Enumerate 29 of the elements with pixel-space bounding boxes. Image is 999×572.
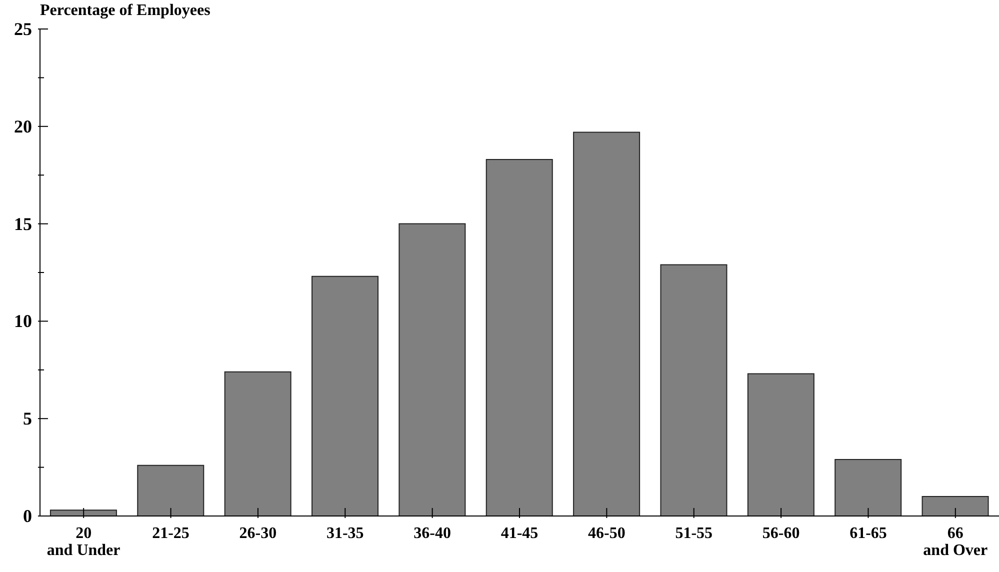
y-tick-label: 10	[14, 311, 32, 332]
x-tick-label: 61-65	[850, 525, 887, 542]
x-tick-label: 21-25	[152, 525, 190, 542]
bar	[137, 464, 204, 516]
bar	[573, 132, 640, 516]
bar	[660, 264, 728, 516]
bar	[922, 496, 989, 516]
x-tick-label: 41-45	[500, 525, 538, 542]
x-tick-label: 46-50	[588, 525, 626, 542]
x-tick-label: 66 and Over	[923, 525, 988, 559]
bar	[398, 223, 466, 516]
bar	[50, 510, 117, 516]
bar	[224, 371, 292, 516]
y-axis-title: Percentage of Employees	[40, 2, 210, 20]
y-tick-label: 5	[23, 408, 32, 429]
y-tick-label: 25	[14, 19, 32, 39]
y-tick-label: 20	[14, 116, 32, 136]
bar	[834, 459, 902, 516]
x-tick-label: 51-55	[675, 525, 713, 542]
x-tick-label: 20 and Under	[46, 525, 120, 559]
y-tick-label: 15	[14, 214, 32, 234]
bar	[312, 276, 379, 516]
x-tick-label: 36-40	[414, 525, 451, 542]
x-tick-label: 31-35	[326, 525, 364, 542]
bar	[486, 159, 553, 516]
x-tick-label: 26-30	[239, 525, 277, 542]
bar	[747, 373, 814, 516]
y-tick-label: 0	[23, 506, 32, 526]
x-tick-label: 56-60	[762, 525, 800, 542]
